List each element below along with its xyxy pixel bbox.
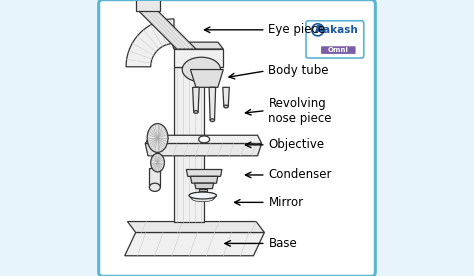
Text: Condenser: Condenser bbox=[268, 168, 332, 182]
Polygon shape bbox=[136, 0, 160, 11]
Polygon shape bbox=[138, 11, 196, 49]
Polygon shape bbox=[191, 176, 218, 183]
Ellipse shape bbox=[189, 192, 217, 199]
Polygon shape bbox=[125, 232, 264, 256]
Polygon shape bbox=[174, 67, 204, 222]
Polygon shape bbox=[171, 42, 223, 49]
Ellipse shape bbox=[191, 194, 215, 200]
Text: Body tube: Body tube bbox=[268, 64, 329, 77]
Polygon shape bbox=[126, 19, 174, 67]
Ellipse shape bbox=[151, 153, 164, 172]
Ellipse shape bbox=[190, 193, 216, 200]
Polygon shape bbox=[145, 135, 262, 144]
Text: Aakash: Aakash bbox=[316, 25, 358, 35]
Ellipse shape bbox=[199, 136, 210, 143]
FancyBboxPatch shape bbox=[306, 21, 364, 58]
Ellipse shape bbox=[191, 195, 214, 201]
Ellipse shape bbox=[210, 119, 215, 121]
Text: A: A bbox=[315, 25, 321, 34]
Polygon shape bbox=[223, 87, 229, 107]
Polygon shape bbox=[174, 49, 223, 67]
Ellipse shape bbox=[182, 57, 220, 82]
Polygon shape bbox=[209, 87, 216, 120]
Text: Mirror: Mirror bbox=[268, 196, 304, 209]
Ellipse shape bbox=[224, 105, 228, 108]
Polygon shape bbox=[194, 183, 214, 189]
Ellipse shape bbox=[192, 196, 214, 202]
Text: Omni: Omni bbox=[328, 47, 349, 53]
Polygon shape bbox=[145, 144, 262, 156]
Text: Base: Base bbox=[268, 237, 297, 250]
Ellipse shape bbox=[194, 111, 198, 113]
Circle shape bbox=[312, 24, 324, 36]
Ellipse shape bbox=[147, 124, 168, 152]
Polygon shape bbox=[149, 168, 160, 187]
FancyBboxPatch shape bbox=[99, 0, 375, 276]
Text: Revolving
nose piece: Revolving nose piece bbox=[268, 97, 332, 124]
FancyBboxPatch shape bbox=[321, 46, 356, 54]
Text: Objective: Objective bbox=[268, 138, 325, 151]
Polygon shape bbox=[191, 70, 223, 87]
Ellipse shape bbox=[189, 192, 217, 199]
Ellipse shape bbox=[149, 183, 160, 191]
Polygon shape bbox=[192, 87, 199, 112]
Polygon shape bbox=[186, 169, 222, 176]
Text: Eye piece: Eye piece bbox=[268, 23, 326, 36]
Polygon shape bbox=[199, 189, 207, 191]
Polygon shape bbox=[128, 222, 264, 232]
